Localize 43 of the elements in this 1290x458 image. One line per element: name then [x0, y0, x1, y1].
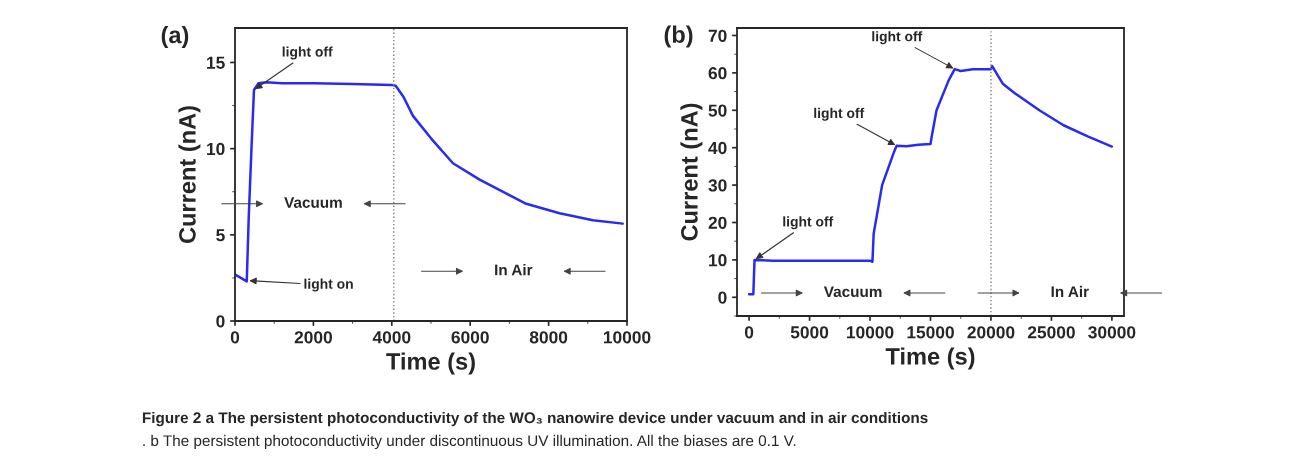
- x-tick-label: 6000: [451, 331, 489, 344]
- y-tick-label: 5: [216, 229, 225, 242]
- annotation: light off: [814, 107, 865, 121]
- x-tick-label: 15000: [907, 326, 954, 339]
- y-tick-label: 30: [708, 179, 727, 192]
- y-axis-title: Current (nA): [680, 103, 703, 241]
- x-tick-label: 4000: [372, 331, 411, 344]
- y-tick-label: 70: [708, 29, 727, 42]
- x-tick-label: 0: [230, 331, 240, 344]
- x-tick-label: 5000: [790, 326, 829, 339]
- x-tick-label: 10000: [846, 326, 894, 339]
- annotation: light off: [783, 216, 834, 230]
- y-tick-label: 50: [708, 104, 727, 117]
- x-tick-label: 0: [744, 326, 754, 339]
- text: . b The persistent photoconductivity under discontinuous UV illumination. All the biases are 0.1 V.: [143, 434, 796, 450]
- x-tick-label: 2000: [294, 331, 332, 344]
- x-tick-label: 8000: [529, 331, 568, 344]
- x-tick-label: 30000: [1088, 326, 1136, 339]
- x-axis-title: Time (s): [386, 352, 475, 375]
- x-axis-title: Time (s): [885, 347, 975, 370]
- y-tick-label: 0: [216, 315, 225, 328]
- y-tick-label: 10: [207, 142, 225, 156]
- y-tick-label: 0: [718, 291, 727, 304]
- y-tick-label: 20: [708, 216, 727, 229]
- y-axis-title: Current (nA): [178, 106, 201, 244]
- annotation: Vacuum: [284, 197, 342, 208]
- annotation: light off: [282, 46, 333, 60]
- annotation: light on: [304, 278, 353, 292]
- annotation: light off: [872, 31, 923, 45]
- y-tick-label: 10: [709, 254, 727, 267]
- y-tick-label: 60: [708, 67, 727, 80]
- y-tick-label: 15: [207, 56, 225, 69]
- annotation: In Air: [495, 264, 533, 276]
- x-tick-label: 10000: [603, 331, 651, 344]
- x-tick-label: 25000: [1027, 326, 1075, 339]
- y-tick-label: 40: [708, 141, 727, 155]
- line-series: [747, 64, 1114, 296]
- chart-title: (b): [664, 25, 693, 48]
- annotation: In Air: [1051, 285, 1089, 297]
- chart-title: (a): [161, 26, 189, 49]
- annotation: Vacuum: [823, 286, 882, 298]
- caption: Figure 2 a The persistent photoconductivity of the WO₃ nanowire device under vacuum and in air conditions: [142, 411, 928, 427]
- x-tick-label: 20000: [967, 326, 1015, 339]
